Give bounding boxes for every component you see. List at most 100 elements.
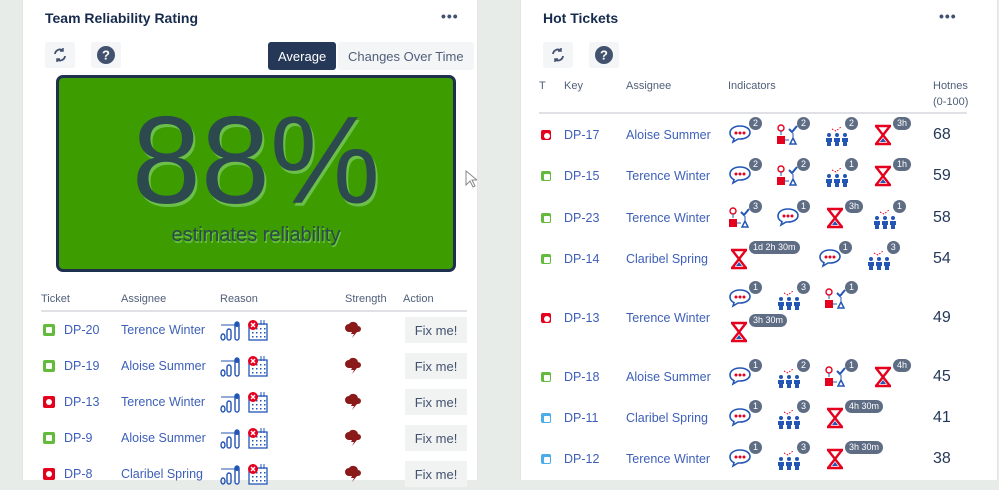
- assignee-link[interactable]: Aloise Summer: [626, 370, 711, 384]
- assignee-link[interactable]: Claribel Spring: [626, 411, 708, 425]
- refresh-button[interactable]: [45, 42, 75, 68]
- indicator-people: 1: [824, 158, 859, 187]
- indicator-workflow: 1: [824, 281, 859, 310]
- indicator-hourglass: 1d 2h 30m: [728, 241, 800, 270]
- assignee-link[interactable]: Aloise Summer: [121, 431, 206, 445]
- assignee-link[interactable]: Terence Winter: [626, 169, 711, 183]
- assignee-link[interactable]: Terence Winter: [626, 311, 711, 325]
- fix-me-button[interactable]: Fix me!: [405, 353, 467, 379]
- hotness-value: 58: [933, 209, 951, 226]
- assignee-link[interactable]: Claribel Spring: [121, 467, 203, 481]
- ticket-key-link[interactable]: DP-12: [564, 452, 600, 466]
- story-type-icon: [43, 432, 55, 444]
- ticket-key-link[interactable]: DP-15: [564, 169, 600, 183]
- help-icon: ?: [97, 46, 115, 64]
- ticket-key-link[interactable]: DP-13: [564, 311, 600, 325]
- task-type-icon: [541, 454, 551, 464]
- refresh-button[interactable]: [543, 42, 573, 68]
- indicator-hourglass: 3h 30m: [728, 314, 788, 343]
- indicator-badge: 1: [749, 400, 763, 413]
- more-menu-button[interactable]: •••: [441, 8, 459, 24]
- ticket-key-link[interactable]: DP-11: [564, 411, 599, 425]
- changes-over-time-toggle[interactable]: Changes Over Time: [338, 42, 474, 70]
- indicator-badge: 1: [845, 158, 859, 171]
- calendar-error-icon: [247, 355, 269, 382]
- indicator-comment: 2: [728, 117, 763, 149]
- ticket-key-link[interactable]: DP-23: [564, 211, 600, 225]
- ticket-key-link[interactable]: DP-18: [564, 370, 600, 384]
- assignee-link[interactable]: Claribel Spring: [626, 252, 708, 266]
- fix-me-button[interactable]: Fix me!: [405, 461, 467, 487]
- fix-me-button[interactable]: Fix me!: [405, 317, 467, 343]
- indicator-badge: 1: [749, 359, 763, 372]
- hotness-value: 59: [933, 167, 951, 184]
- ticket-key-link[interactable]: DP-19: [64, 359, 100, 373]
- assignee-link[interactable]: Terence Winter: [626, 452, 711, 466]
- assignee-link[interactable]: Terence Winter: [121, 395, 206, 409]
- storm-icon: [345, 321, 361, 344]
- indicator-badge: 2: [797, 117, 811, 130]
- indicator-badge: 1: [749, 281, 763, 294]
- story-type-icon: [43, 360, 55, 372]
- hourglass-icon: [728, 248, 750, 275]
- assignee-link[interactable]: Terence Winter: [626, 211, 711, 225]
- indicator-people: 1: [872, 200, 907, 229]
- fix-me-button[interactable]: Fix me!: [405, 389, 467, 415]
- assignee-link[interactable]: Aloise Summer: [121, 359, 206, 373]
- storm-icon: [345, 465, 361, 488]
- bug-type-icon: [43, 468, 55, 480]
- estimate-chart-icon: [220, 427, 242, 454]
- assignee-link[interactable]: Aloise Summer: [626, 128, 711, 142]
- indicator-badge: 1: [749, 441, 763, 454]
- indicator-badge: 2: [845, 117, 859, 130]
- hourglass-icon: [824, 407, 846, 434]
- ticket-key-link[interactable]: DP-14: [564, 252, 600, 266]
- ticket-key-link[interactable]: DP-20: [64, 323, 100, 337]
- story-type-icon: [541, 213, 551, 223]
- indicator-badge: 3h 30m: [845, 441, 884, 454]
- average-toggle[interactable]: Average: [268, 42, 337, 70]
- panel-title: Team Reliability Rating: [45, 10, 198, 26]
- indicator-people: 3: [776, 441, 811, 470]
- indicator-hourglass: 4h: [872, 359, 912, 388]
- indicator-hourglass: 1h: [872, 158, 912, 187]
- ticket-key-link[interactable]: DP-8: [64, 467, 93, 481]
- ticket-key-link[interactable]: DP-17: [564, 128, 600, 142]
- hourglass-icon: [824, 207, 846, 234]
- more-menu-button[interactable]: •••: [939, 8, 957, 24]
- help-button[interactable]: ?: [589, 42, 619, 68]
- indicator-workflow: 2: [776, 117, 811, 146]
- indicator-badge: 2: [749, 117, 763, 130]
- storm-icon: [345, 393, 361, 416]
- reliability-label: estimates reliability: [171, 224, 341, 246]
- indicator-badge: 1: [845, 359, 859, 372]
- column-header-strength: Strength: [345, 293, 387, 305]
- hotness-value: 49: [933, 309, 951, 326]
- indicator-badge: 3: [797, 281, 811, 294]
- indicator-hourglass: 3h: [824, 200, 864, 229]
- assignee-link[interactable]: Terence Winter: [121, 323, 206, 337]
- indicator-workflow: 1: [824, 359, 859, 388]
- comment-icon: [728, 165, 752, 190]
- workflow-icon: [824, 288, 848, 315]
- help-button[interactable]: ?: [91, 42, 121, 68]
- hourglass-icon: [728, 321, 750, 348]
- mouse-cursor-icon: [465, 170, 477, 188]
- ticket-key-link[interactable]: DP-9: [64, 431, 93, 445]
- fix-me-button[interactable]: Fix me!: [405, 425, 467, 451]
- hotness-value: 45: [933, 368, 951, 385]
- help-icon: ?: [595, 46, 613, 64]
- storm-icon: [345, 429, 361, 452]
- workflow-icon: [776, 124, 800, 151]
- indicator-badge: 3: [797, 400, 811, 413]
- column-header-hotness: Hotnes: [933, 80, 968, 92]
- estimate-chart-icon: [220, 463, 242, 490]
- indicator-comment: 1: [728, 441, 763, 470]
- column-header-indicators: Indicators: [728, 80, 776, 92]
- hotness-value: 68: [933, 126, 951, 143]
- comment-icon: [728, 124, 752, 149]
- ticket-key-link[interactable]: DP-13: [64, 395, 100, 409]
- indicator-comment: 1: [728, 281, 763, 310]
- reliability-rating-box: 88% estimates reliability: [56, 75, 456, 272]
- estimate-chart-icon: [220, 355, 242, 382]
